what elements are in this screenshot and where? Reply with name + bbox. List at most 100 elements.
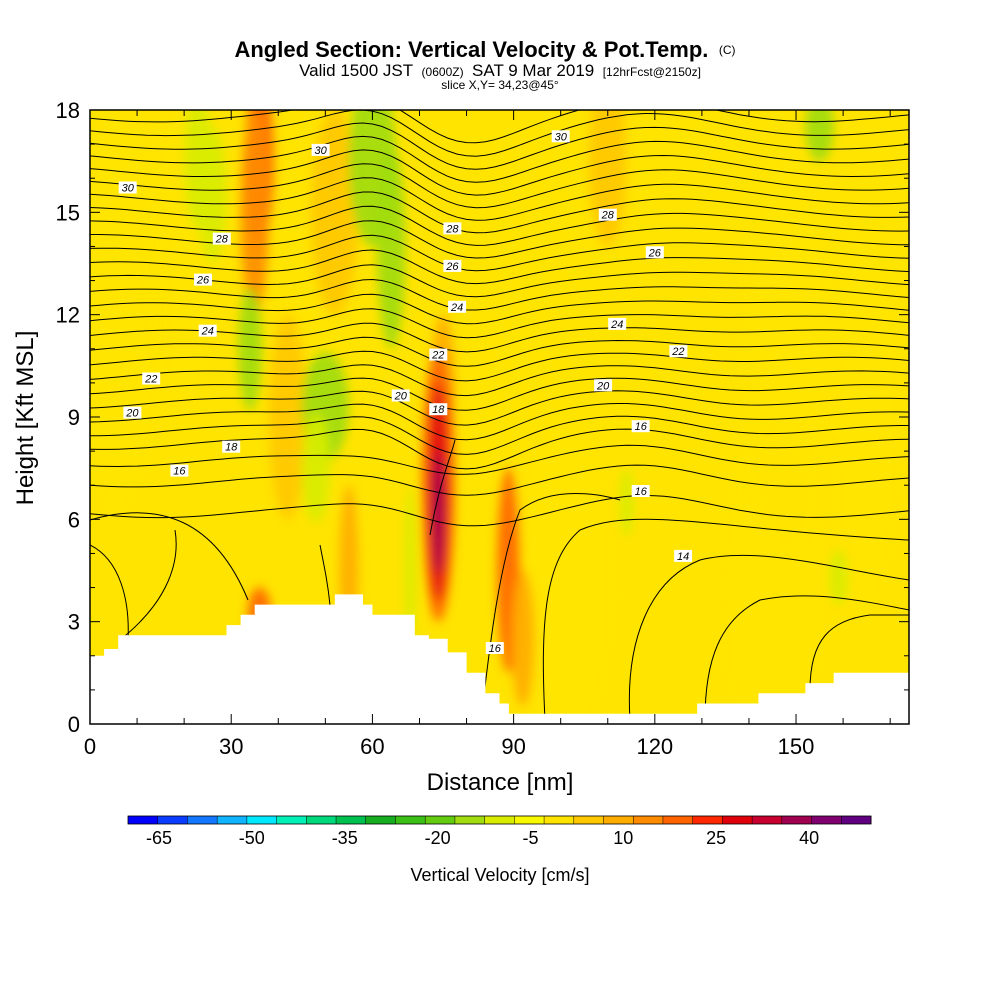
contour-label-text: 18 xyxy=(225,442,238,454)
contour-label-text: 24 xyxy=(450,302,463,314)
contour-label: 22 xyxy=(142,372,161,386)
colorbar-segment xyxy=(603,816,634,824)
x-tick-label: 60 xyxy=(360,734,384,759)
colorbar-tick-label: -65 xyxy=(146,828,172,848)
velocity-cell xyxy=(588,110,627,247)
colorbar-segment xyxy=(692,816,723,824)
contour-label: 18 xyxy=(429,403,448,416)
isentrope-line xyxy=(90,122,909,170)
isentrope-line xyxy=(90,293,909,325)
contour-label-text: 24 xyxy=(201,326,214,338)
contour-label-box xyxy=(598,208,617,221)
contour-label-box xyxy=(429,348,448,361)
contour-label: 16 xyxy=(485,642,504,655)
terrain xyxy=(90,594,909,724)
contour-label-box xyxy=(631,420,650,433)
contour-label-text: 30 xyxy=(555,131,568,143)
isentrope-line xyxy=(90,191,909,234)
contour-label: 26 xyxy=(194,273,212,287)
colorbar-tick-label: -5 xyxy=(522,828,538,848)
colorbar-segment xyxy=(336,816,367,824)
contour-label: 30 xyxy=(118,181,137,195)
colorbar-segment xyxy=(365,816,396,824)
contour-label-box xyxy=(485,642,504,654)
y-tick-label: 15 xyxy=(56,200,80,225)
contour-label: 26 xyxy=(645,246,664,259)
colorbar-tick-label: 10 xyxy=(613,828,633,848)
colorbar-segment xyxy=(246,816,278,824)
velocity-cell xyxy=(805,110,834,162)
isentrope-line xyxy=(90,377,909,411)
contour-label-box xyxy=(170,464,189,477)
velocity-cell xyxy=(301,413,331,523)
isentrope-line xyxy=(90,110,909,144)
contour-label-box xyxy=(198,324,217,337)
isentrope-line xyxy=(90,149,909,196)
x-tick-label: 120 xyxy=(636,734,673,759)
contour-label-box xyxy=(608,317,627,330)
isentrope-line xyxy=(90,177,909,221)
contour-label: 30 xyxy=(311,143,330,157)
isentrope-line xyxy=(542,518,909,721)
potential-temperature-contours xyxy=(90,110,909,724)
contour-label: 14 xyxy=(674,549,693,563)
contour-label-box xyxy=(443,222,462,235)
contour-label: 22 xyxy=(669,345,688,358)
isentrope-line xyxy=(90,322,909,353)
chart-title: Angled Section: Vertical Velocity & Pot.… xyxy=(234,37,735,62)
isentrope-line xyxy=(90,403,909,441)
contour-label-text: 22 xyxy=(144,374,157,386)
colorbar-segment xyxy=(306,816,337,824)
isentrope-line xyxy=(480,493,621,724)
isentrope-line xyxy=(90,135,909,183)
contour-label: 20 xyxy=(391,389,410,403)
contour-label-box xyxy=(142,372,161,385)
contour-label: 16 xyxy=(631,485,650,498)
colorbar xyxy=(127,815,872,825)
contour-label: 28 xyxy=(443,222,462,235)
isentrope-line xyxy=(90,415,909,455)
velocity-cell xyxy=(828,550,848,605)
y-tick-label: 3 xyxy=(68,610,80,635)
contour-label-box xyxy=(222,440,241,453)
contour-label-box xyxy=(669,345,688,358)
contour-label-box xyxy=(118,181,137,194)
x-tick-label: 90 xyxy=(501,734,525,759)
y-tick-label: 6 xyxy=(68,507,80,532)
colorbar-segment xyxy=(157,816,188,824)
chart-slice-info: slice X,Y= 34,23@45° xyxy=(441,78,559,92)
velocity-cell xyxy=(377,144,406,349)
y-axis-label: Height [Kft MSL] xyxy=(12,331,39,506)
isentrope-line xyxy=(90,163,909,209)
x-axis-label: Distance [nm] xyxy=(427,769,574,796)
colorbar-segment xyxy=(662,816,694,824)
isentrope-line xyxy=(90,336,909,367)
contour-label: 18 xyxy=(222,440,241,454)
contour-label-text: 30 xyxy=(122,183,135,195)
contour-label-box xyxy=(594,379,613,392)
velocity-cell xyxy=(619,468,634,537)
isentrope-line xyxy=(809,614,909,691)
isentrope-line xyxy=(90,512,249,601)
contour-label: 28 xyxy=(598,208,617,222)
contour-label-box xyxy=(645,246,664,259)
isentrope-line xyxy=(628,554,909,721)
contour-label-box xyxy=(194,273,212,286)
isentrope-line xyxy=(704,595,909,721)
contour-label-box xyxy=(311,143,330,156)
velocity-cell xyxy=(238,287,262,411)
isentrope-line xyxy=(90,444,909,475)
contour-label: 24 xyxy=(198,324,217,338)
contour-label-text: 16 xyxy=(489,643,502,655)
isentrope-line xyxy=(90,364,909,397)
colorbar-segment xyxy=(128,816,159,824)
velocity-cell xyxy=(404,485,416,656)
isentrope-line xyxy=(90,544,129,641)
contour-label-text: 20 xyxy=(596,380,610,392)
colorbar-title: Vertical Velocity [cm/s] xyxy=(410,865,589,885)
contour-label-box xyxy=(631,485,650,497)
y-tick-label: 0 xyxy=(68,712,80,737)
velocity-cell xyxy=(311,110,359,315)
colorbar-segment xyxy=(454,816,486,824)
contour-label-text: 22 xyxy=(671,346,684,358)
